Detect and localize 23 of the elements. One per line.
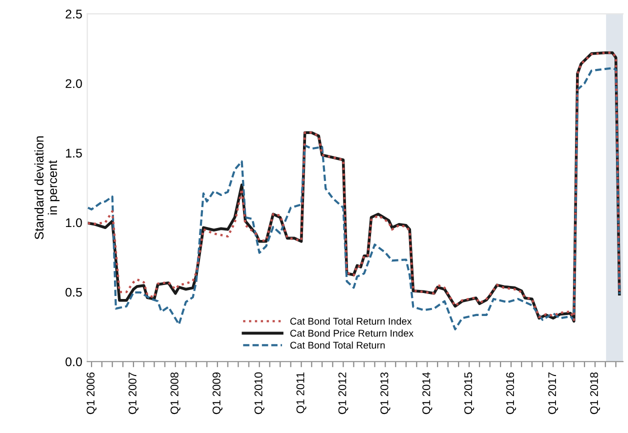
- x-tick-label: Q1 2009: [212, 372, 222, 414]
- legend-label: Cat Bond Price Return Index: [290, 330, 414, 337]
- x-tick-label: Q1 2013: [380, 372, 390, 414]
- x-tick-label: Q1 2007: [128, 372, 138, 414]
- x-tick-label: Q1 2008: [170, 372, 180, 414]
- legend-label: Cat Bond Total Return Index: [290, 318, 412, 325]
- x-tick-label: Q1 2016: [506, 372, 516, 414]
- x-tick-label: Q1 2017: [548, 372, 558, 414]
- x-tick-label: Q1 2018: [590, 372, 600, 414]
- y-axis-title: Standard deviation in percent: [34, 136, 60, 240]
- legend-label: Cat Bond Total Return: [290, 342, 385, 349]
- y-tick-label: 2.0: [66, 79, 82, 88]
- x-tick-label: Q1 2010: [254, 372, 264, 414]
- x-tick-label: Q1 2011: [296, 372, 306, 414]
- x-tick-label: Q1 2006: [86, 372, 97, 414]
- x-tick-label: Q1 2012: [338, 372, 348, 414]
- y-tick-label: 1.5: [66, 148, 82, 158]
- y-tick-label: 0.0: [66, 357, 82, 366]
- y-tick-label: 1.0: [66, 218, 82, 228]
- x-tick-label: Q1 2014: [422, 372, 432, 414]
- y-tick-label: 0.5: [66, 288, 82, 297]
- x-tick-label: Q1 2015: [464, 372, 474, 414]
- y-tick-label: 2.5: [66, 10, 82, 19]
